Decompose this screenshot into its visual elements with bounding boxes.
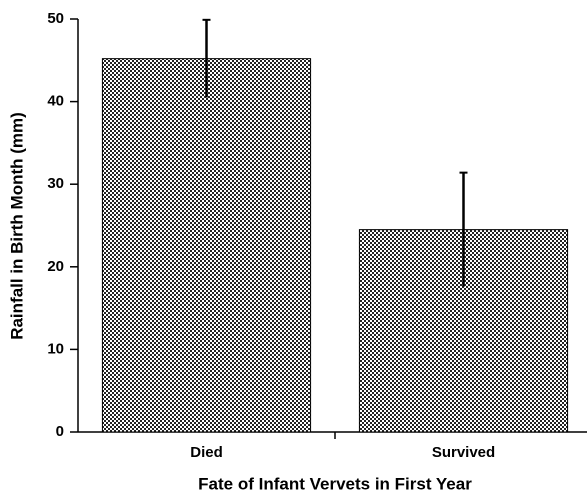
x-tick-label: Survived xyxy=(432,444,495,461)
y-tick-label: 30 xyxy=(47,175,64,192)
y-tick-label: 20 xyxy=(47,258,64,275)
bar xyxy=(101,58,312,433)
y-tick-label: 50 xyxy=(47,10,64,27)
y-tick-label: 0 xyxy=(56,423,64,440)
y-axis-title: Rainfall in Birth Month (mm) xyxy=(7,112,26,340)
x-tick-label: Died xyxy=(190,444,223,461)
y-tick-label: 10 xyxy=(47,340,64,357)
x-axis-title: Fate of Infant Vervets in First Year xyxy=(198,474,472,493)
y-tick-label: 40 xyxy=(47,93,64,110)
